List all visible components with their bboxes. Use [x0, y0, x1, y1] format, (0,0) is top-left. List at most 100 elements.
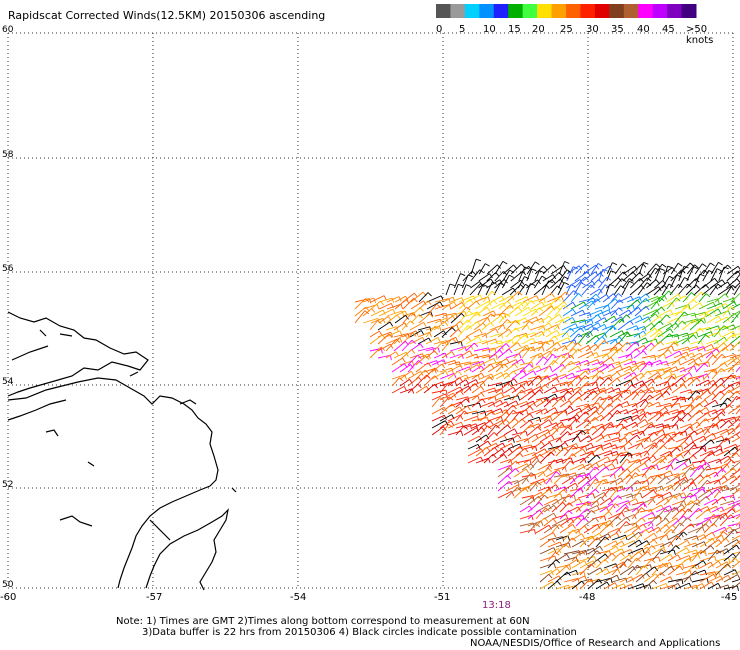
wind-barb	[521, 463, 535, 471]
wind-barb	[595, 536, 610, 548]
wind-barb	[655, 410, 670, 422]
wind-barb	[543, 524, 560, 534]
wind-barb	[655, 406, 669, 415]
wind-barb	[529, 471, 546, 478]
wind-barb	[687, 526, 705, 534]
wind-barb	[663, 359, 681, 366]
wind-barb	[673, 479, 689, 492]
wind-barb	[489, 333, 504, 339]
wind-barb	[571, 575, 588, 583]
wind-barb	[647, 359, 663, 366]
wind-barb	[713, 485, 728, 499]
wind-barb	[537, 322, 553, 331]
wind-barb	[471, 398, 486, 408]
wind-barb	[614, 278, 626, 289]
wind-barb	[667, 535, 682, 548]
wind-barb	[683, 441, 697, 450]
wind-barb	[578, 300, 596, 310]
wind-barb	[690, 302, 704, 310]
wind-barb	[555, 565, 571, 576]
wind-barb	[673, 337, 690, 345]
wind-barb	[431, 420, 449, 429]
wind-barb	[625, 480, 642, 492]
wind-barb	[562, 308, 577, 317]
wind-barb	[698, 301, 716, 310]
wind-barb	[686, 266, 699, 282]
wind-barb	[711, 362, 728, 373]
wind-barb	[511, 418, 526, 429]
wind-barb	[431, 389, 448, 396]
wind-barb	[521, 337, 536, 345]
wind-barb	[682, 292, 696, 303]
wind-barb	[623, 507, 640, 513]
wind-barb	[647, 411, 664, 422]
wind-barb	[619, 558, 632, 569]
wind-barb	[689, 488, 706, 499]
wind-barb	[646, 263, 661, 275]
wind-barb	[502, 264, 518, 275]
wind-barb	[617, 320, 634, 331]
wind-barb	[575, 501, 591, 513]
wind-barb	[707, 560, 722, 569]
wind-barb	[715, 437, 731, 450]
wind-barb	[686, 264, 699, 275]
wind-barb	[697, 479, 712, 492]
wind-barb	[473, 347, 491, 353]
wind-barb	[607, 511, 625, 520]
wind-barb	[611, 452, 626, 464]
wind-barb	[595, 434, 611, 443]
wind-barb	[457, 319, 472, 331]
wind-barb	[539, 547, 557, 555]
wind-barb	[431, 381, 445, 387]
wind-barb	[673, 462, 688, 471]
wind-barb	[595, 568, 610, 576]
wind-barb	[535, 494, 549, 506]
wind-barb	[723, 544, 740, 555]
wind-barb	[593, 336, 606, 345]
wind-barb	[642, 313, 659, 324]
wind-barb	[671, 508, 686, 520]
wind-barb	[635, 540, 650, 548]
wind-barb	[679, 372, 693, 380]
wind-barb	[729, 354, 740, 359]
wind-barb	[654, 280, 667, 289]
wind-barb	[521, 320, 534, 331]
wind-barb	[571, 571, 586, 577]
wind-barb	[479, 420, 494, 429]
wind-barb	[587, 579, 603, 590]
wind-barb	[537, 467, 552, 478]
wind-barb	[483, 447, 499, 457]
wind-barb	[733, 284, 740, 296]
wind-barb	[559, 518, 575, 527]
wind-barb	[495, 382, 513, 394]
wind-barb	[641, 464, 659, 471]
wind-barb	[514, 306, 532, 317]
wind-barb	[695, 373, 710, 380]
wind-barb	[665, 473, 681, 479]
colorbar-tick-label: 10	[483, 24, 496, 35]
wind-barb	[711, 353, 727, 366]
wind-barb	[473, 354, 491, 360]
wind-barb	[481, 322, 495, 331]
wind-barb	[465, 336, 482, 345]
wind-barb	[623, 360, 638, 367]
wind-barb	[483, 453, 497, 464]
wind-barb	[707, 458, 722, 464]
wind-barb	[662, 265, 673, 282]
wind-barb	[659, 529, 675, 541]
wind-barb	[587, 567, 604, 576]
wind-barb	[530, 298, 546, 304]
wind-barb	[461, 284, 471, 296]
wind-barb	[729, 475, 740, 485]
wind-barb	[441, 351, 455, 359]
wind-barb	[534, 275, 547, 289]
wind-barb	[593, 478, 609, 485]
wind-barb	[386, 303, 404, 310]
wind-barb	[505, 480, 520, 486]
wind-barb	[625, 348, 641, 359]
wind-barb	[498, 304, 514, 317]
wind-barb	[655, 497, 670, 506]
wind-barb	[734, 269, 740, 275]
wind-barb	[671, 384, 687, 394]
wind-barb	[671, 367, 686, 373]
